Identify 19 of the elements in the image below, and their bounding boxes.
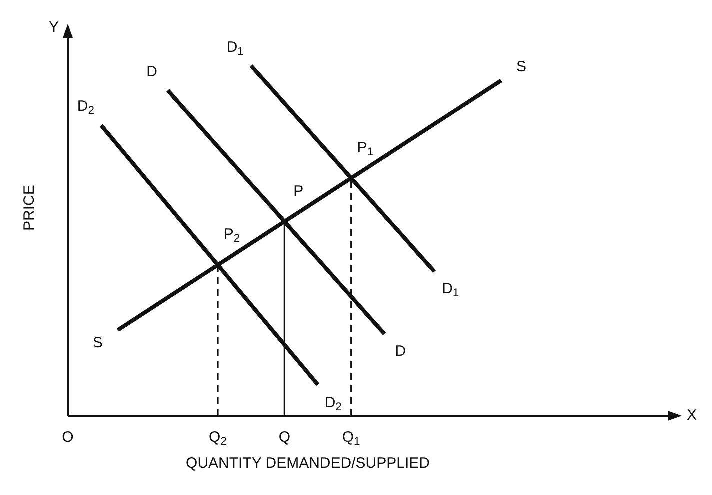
x-tick-label: Q xyxy=(278,428,291,446)
text: D xyxy=(146,64,158,81)
text: D$_{1}$ xyxy=(442,280,460,300)
text: S xyxy=(516,58,526,76)
text: D$_{2}$ xyxy=(324,394,342,414)
text: Y xyxy=(48,18,60,36)
y-axis-title: PRICE xyxy=(20,185,38,232)
annotation: P$_{1}$ xyxy=(357,139,374,158)
text: X xyxy=(686,406,698,424)
series-label: D$_{1}$ xyxy=(226,39,244,58)
series-label: D xyxy=(395,343,406,360)
series-label: D$_{2}$ xyxy=(77,98,94,117)
x-tick-label: Q$_{2}$ xyxy=(209,428,227,448)
series-label: S xyxy=(92,334,103,352)
x-tick-label: O xyxy=(62,428,74,446)
x-tick-label: Q$_{1}$ xyxy=(342,428,360,448)
x-axis-title: QUANTITY DEMANDED/SUPPLIED xyxy=(186,454,430,472)
annotation: P$_{2}$ xyxy=(224,226,240,245)
annotation: P xyxy=(294,182,304,200)
